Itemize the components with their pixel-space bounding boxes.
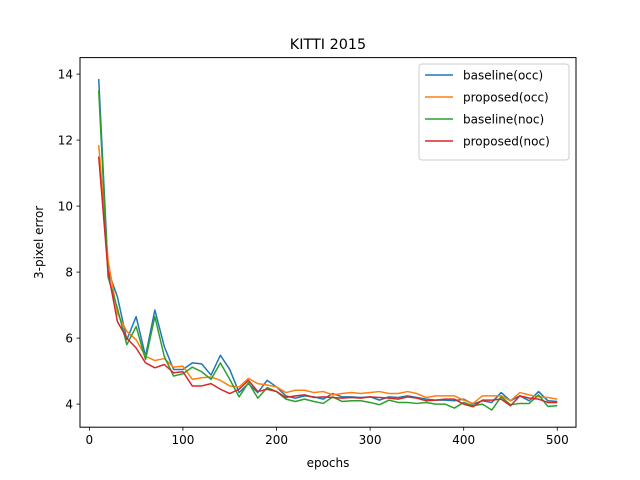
chart-title: KITTI 2015 (290, 37, 366, 53)
x-tick-label: 400 (452, 433, 475, 447)
y-tick-label: 8 (65, 265, 73, 279)
legend-label: baseline(occ) (463, 68, 543, 82)
legend: baseline(occ) proposed(occ) baseline(noc) p… (418, 63, 570, 161)
legend-label: proposed(noc) (463, 134, 550, 148)
legend-label: baseline(noc) (463, 112, 544, 126)
x-tick-label: 200 (265, 433, 288, 447)
y-tick-label: 12 (58, 133, 73, 147)
x-tick-label: 100 (171, 433, 194, 447)
x-tick-label: 300 (359, 433, 382, 447)
y-tick-label: 6 (65, 331, 73, 345)
plot-frame (79, 57, 577, 428)
x-axis-label: epochs (307, 456, 350, 470)
y-tick-label: 14 (58, 67, 73, 81)
series-line-proposed-occ (97, 144, 558, 405)
x-tick-label: 0 (86, 433, 94, 447)
y-tick-label: 4 (65, 397, 73, 411)
x-axis: 0 100 200 300 400 500 (86, 427, 569, 447)
y-tick-label: 10 (58, 199, 73, 213)
y-axis: 4 6 8 10 12 14 (58, 67, 80, 411)
series-line-proposed-noc (97, 156, 558, 408)
legend-box (418, 63, 570, 161)
legend-label: proposed(occ) (463, 90, 549, 104)
series-layer (97, 79, 558, 411)
series-line-baseline-noc (97, 90, 558, 411)
x-tick-label: 500 (546, 433, 569, 447)
y-axis-label: 3-pixel error (32, 206, 46, 279)
